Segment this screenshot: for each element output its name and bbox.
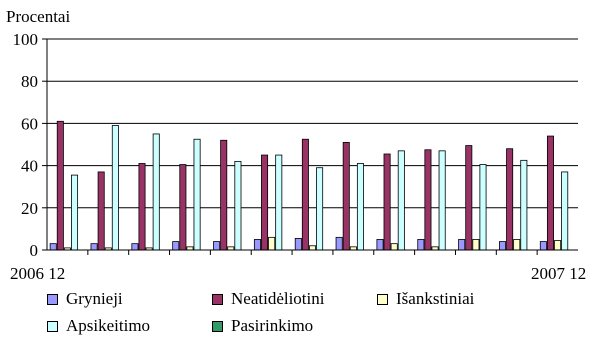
bar-neatidėliotini-2007-05 [261, 154, 269, 251]
legend-swatch-grynieji [47, 293, 58, 305]
bar-apsikeitimo-2007-11 [520, 159, 528, 251]
legend-item-neatideliotini: Neatidėliotini [212, 289, 324, 309]
y-tick-label-60: 60 [21, 114, 38, 133]
bar-grynieji-2007-07 [335, 236, 343, 251]
legend-swatch-pasirinkimo [212, 320, 223, 332]
legend-label-pasirinkimo: Pasirinkimo [231, 316, 314, 335]
chart: Procentai 0 20 40 60 80 100 2006 12 2007 12 [6, 7, 586, 283]
bar-apsikeitimo-2006-12 [71, 174, 79, 251]
bar-apsikeitimo-2007-12 [561, 171, 569, 251]
bar-apsikeitimo-2007-09 [438, 150, 446, 251]
bar-grynieji-2007-01 [90, 243, 98, 251]
bar-grynieji-2007-04 [213, 241, 221, 251]
bar-neatidėliotini-2007-04 [220, 139, 228, 251]
y-tick-label-40: 40 [21, 157, 38, 176]
x-start-label: 2006 12 [10, 264, 65, 283]
bar-išankstiniai-2007-05 [268, 236, 276, 251]
bar-neatidėliotini-2007-10 [465, 145, 473, 251]
bar-grynieji-2007-08 [376, 239, 384, 251]
bar-apsikeitimo-2007-10 [479, 164, 487, 251]
x-end-label: 2007 12 [531, 264, 586, 283]
bar-grynieji-2007-09 [417, 239, 425, 251]
bar-neatidėliotini-2007-12 [546, 135, 554, 251]
legend-label-grynieji: Grynieji [66, 289, 123, 308]
bar-apsikeitimo-2007-01 [111, 125, 119, 251]
legend-label-apsikeitimo: Apsikeitimo [66, 316, 151, 335]
bar-išankstiniai-2007-12 [554, 240, 562, 251]
legend-item-pasirinkimo: Pasirinkimo [212, 316, 313, 336]
gridlines [47, 38, 578, 209]
bar-išankstiniai-2007-08 [390, 243, 398, 251]
legend-swatch-isankstiniai [377, 293, 388, 305]
bar-apsikeitimo-2007-05 [275, 154, 283, 251]
axes [42, 38, 578, 255]
y-axis-label: Procentai [6, 7, 70, 26]
legend-label-isankstiniai: Išankstiniai [396, 289, 475, 308]
bar-neatidėliotini-2007-01 [97, 171, 105, 251]
bar-neatidėliotini-2007-08 [383, 153, 391, 251]
bar-apsikeitimo-2007-04 [234, 160, 242, 251]
bar-išankstiniai-2007-11 [513, 239, 521, 251]
legend-item-isankstiniai: Išankstiniai [377, 289, 474, 309]
legend-item-apsikeitimo: Apsikeitimo [47, 316, 150, 336]
bar-neatidėliotini-2007-07 [342, 141, 350, 251]
legend-swatch-apsikeitimo [47, 320, 58, 332]
y-tick-label-100: 100 [13, 30, 39, 49]
bar-grynieji-2007-11 [499, 241, 507, 251]
y-tick-label-0: 0 [30, 241, 39, 260]
y-tick-labels: 0 20 40 60 80 100 [13, 30, 39, 260]
legend-swatch-neatideliotini [212, 293, 223, 305]
bar-grynieji-2007-05 [253, 239, 261, 251]
y-tick-label-80: 80 [21, 72, 38, 91]
bar-grynieji-2007-10 [458, 239, 466, 251]
bar-grynieji-2007-12 [539, 241, 547, 251]
bar-grynieji-2007-02 [131, 243, 139, 251]
bar-išankstiniai-2007-06 [308, 245, 316, 251]
bar-apsikeitimo-2007-03 [193, 138, 201, 251]
bar-neatidėliotini-2007-11 [506, 148, 514, 251]
bar-apsikeitimo-2007-02 [152, 133, 160, 251]
legend-label-neatideliotini: Neatidėliotini [231, 289, 325, 308]
bar-neatidėliotini-2007-06 [301, 138, 309, 251]
bar-apsikeitimo-2007-06 [316, 167, 324, 251]
bar-apsikeitimo-2007-08 [397, 150, 405, 251]
bar-apsikeitimo-2007-07 [356, 163, 364, 251]
bar-neatidėliotini-2006-12 [56, 120, 64, 251]
bar-neatidėliotini-2007-02 [138, 163, 146, 251]
bar-grynieji-2007-03 [172, 241, 180, 251]
bar-išankstiniai-2007-10 [472, 239, 480, 251]
bar-neatidėliotini-2007-09 [424, 149, 432, 251]
bar-neatidėliotini-2007-03 [179, 164, 187, 251]
y-tick-label-20: 20 [21, 199, 38, 218]
legend-item-grynieji: Grynieji [47, 289, 123, 309]
bars [49, 120, 569, 251]
bar-grynieji-2007-06 [294, 237, 302, 251]
bar-grynieji-2006-12 [49, 243, 57, 251]
